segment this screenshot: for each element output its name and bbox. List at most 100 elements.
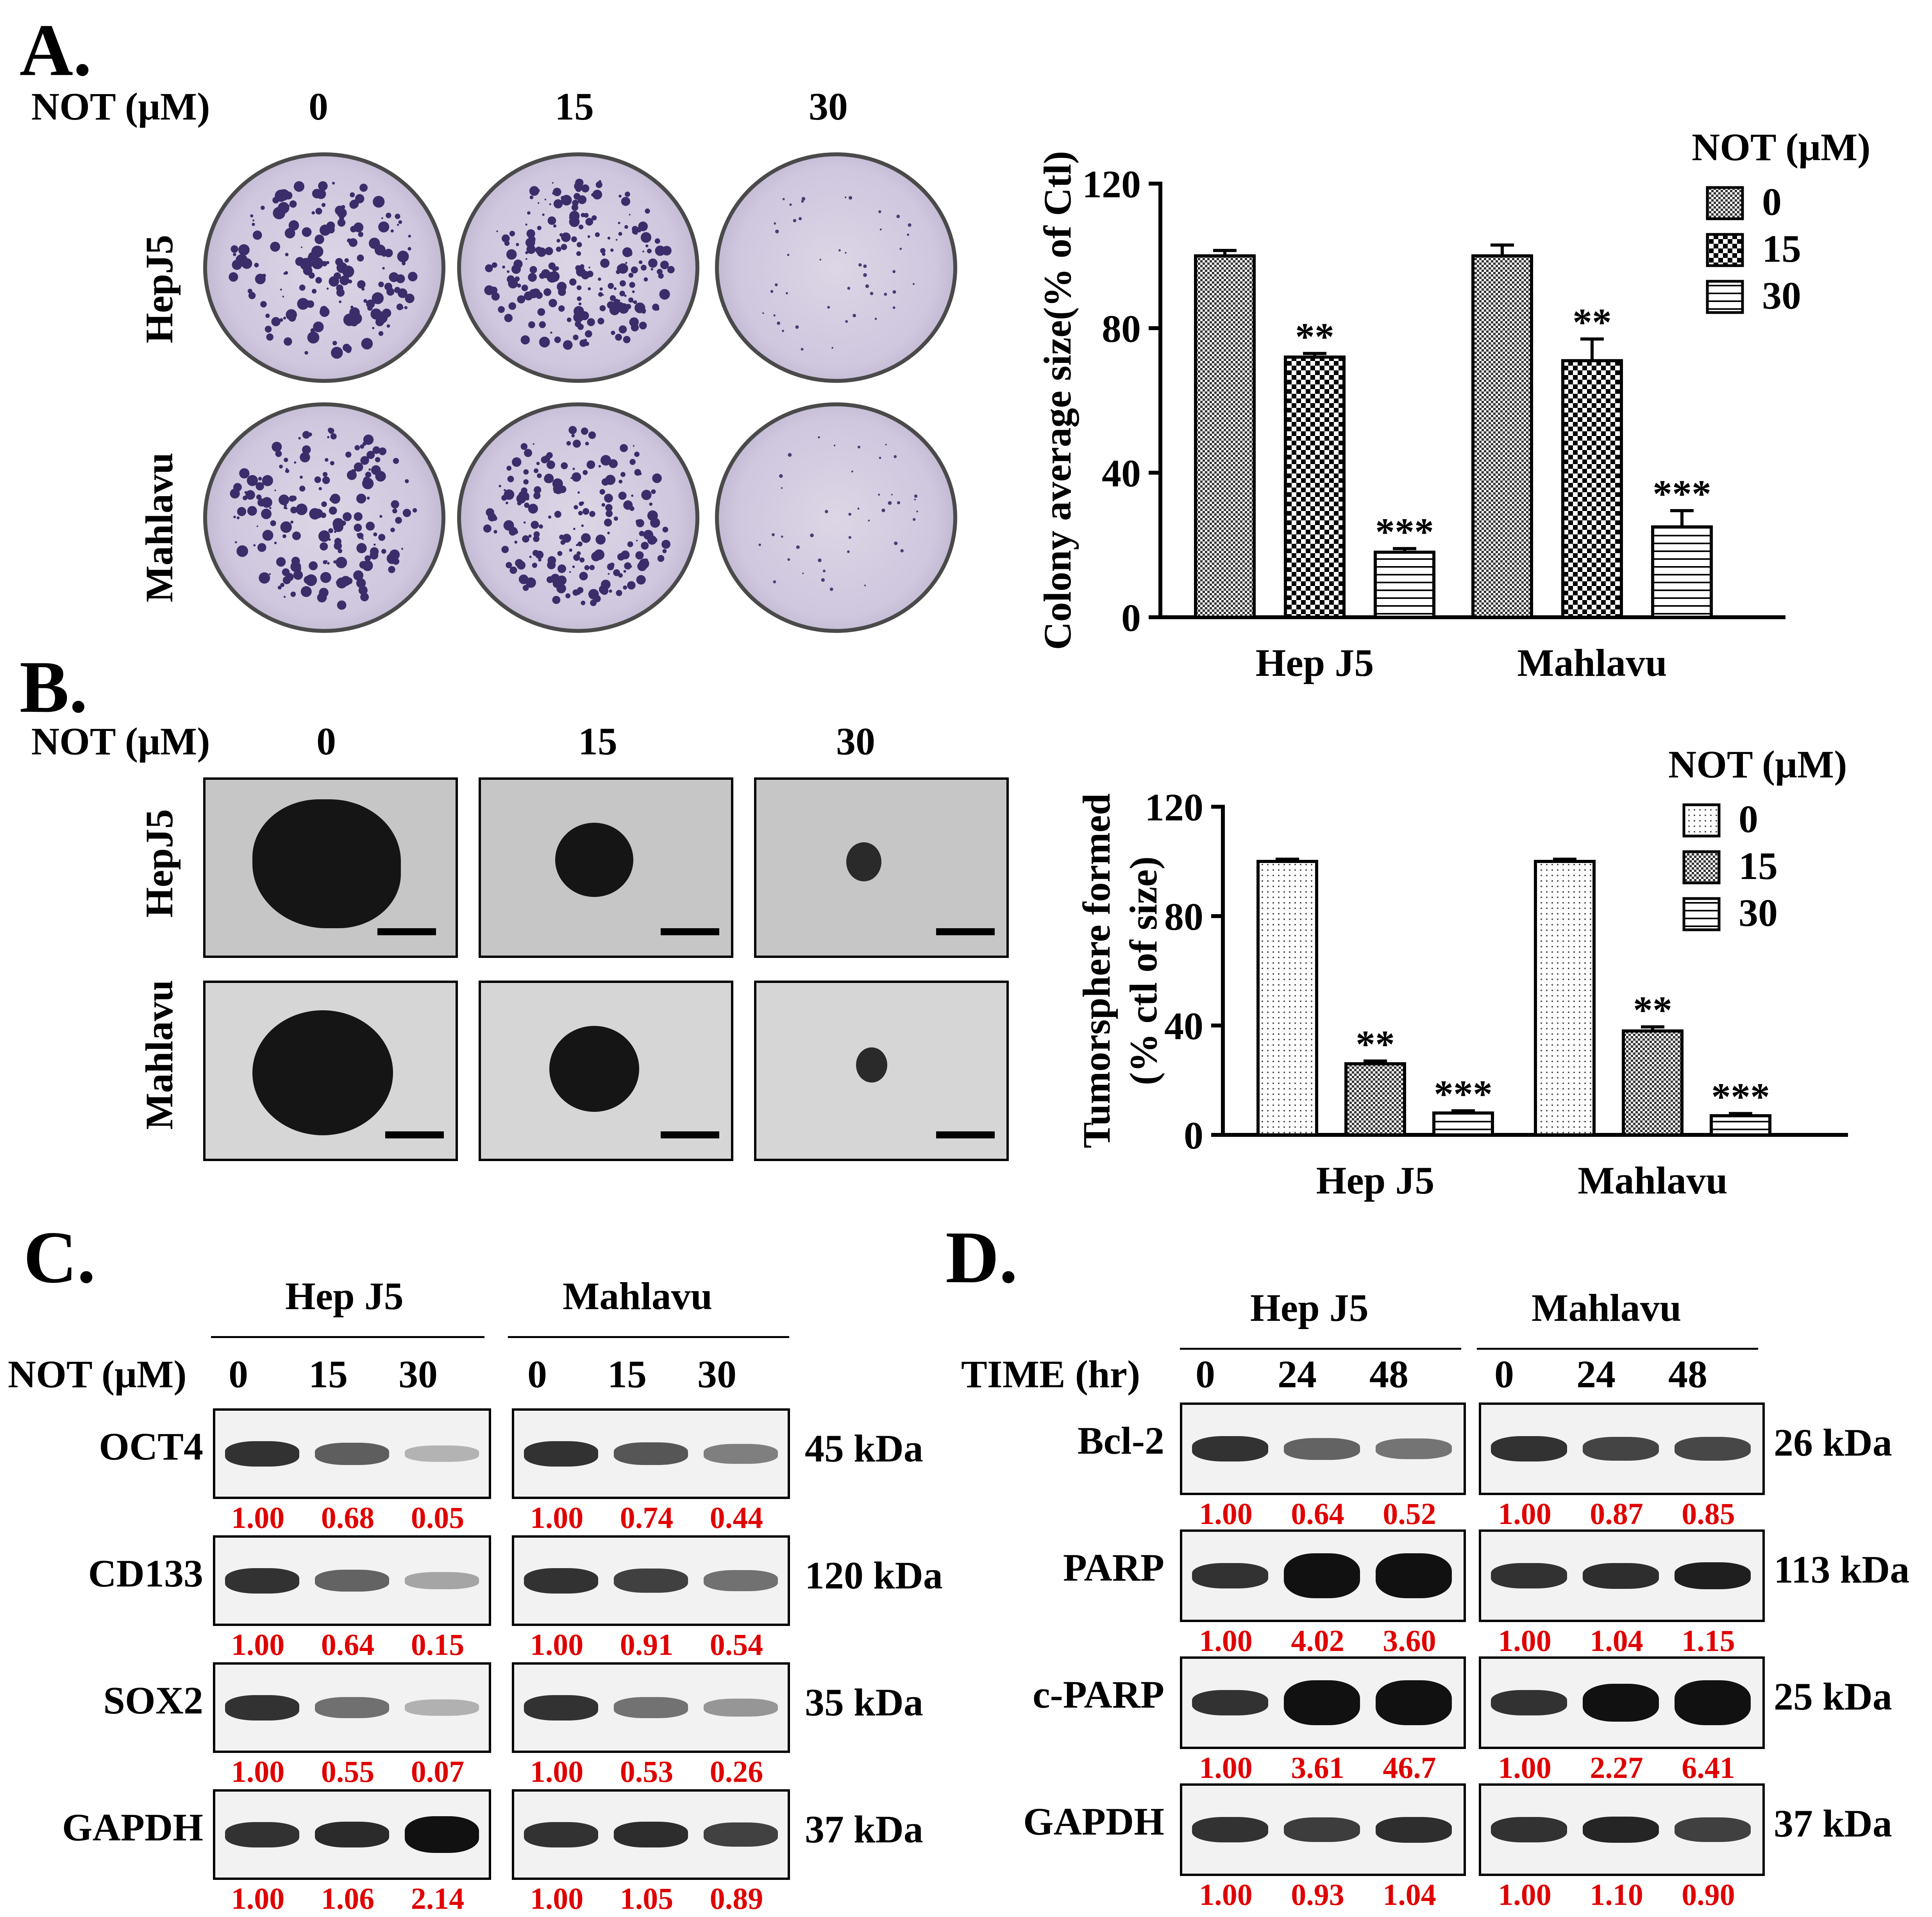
y-axis-label: Colony average size(% of Ctl) [1036, 151, 1079, 650]
band [1675, 1436, 1751, 1461]
panel_d-lane-header: 48 [1668, 1352, 1707, 1396]
panel_c-blot-hepj5-cd133 [213, 1535, 491, 1626]
panel_c-quant-value: 0.89 [710, 1881, 763, 1915]
panel_d-blot-hepj5-parp [1180, 1529, 1466, 1622]
legend-swatch [1682, 897, 1721, 931]
panel_d-kda-label: 113 kDa [1774, 1548, 1910, 1591]
band [614, 1697, 688, 1718]
sphere-mahlavu-30 [754, 981, 1009, 1161]
panel_d-quant-value: 1.00 [1199, 1878, 1253, 1912]
legend-swatch [1706, 280, 1744, 314]
panel-b-dose-30: 30 [836, 720, 875, 763]
panel-a-dose-30: 30 [809, 85, 848, 128]
band [704, 1698, 778, 1717]
y-axis-label: Tumorsphere formed(% ctl of size) [1075, 793, 1165, 1148]
panel_d-quant-value: 1.00 [1199, 1751, 1253, 1785]
bar-mahlavu-30 [1651, 525, 1713, 619]
y-tick-label: 120 [1082, 163, 1141, 206]
legend-label: 30 [1739, 891, 1778, 934]
band [1192, 1690, 1268, 1715]
band [704, 1822, 778, 1847]
panel_d-lane-header: 48 [1369, 1352, 1408, 1396]
colony-dish-mahlavu-0 [203, 402, 445, 633]
panel_d-blot-hepj5-gapdh [1180, 1783, 1466, 1876]
legend-swatch [1706, 233, 1744, 267]
significance-marker: ** [1356, 1022, 1395, 1066]
y-tick-label: 120 [1145, 786, 1203, 829]
panel_d-lane-header: 24 [1576, 1352, 1616, 1396]
band [225, 1441, 299, 1467]
colony-dish-hepj5-0 [203, 152, 445, 383]
band [1491, 1436, 1567, 1461]
legend-title: NOT (μM) [1692, 125, 1871, 169]
panel_c-lane-header: 30 [697, 1352, 736, 1396]
panel_c-quant-value: 0.91 [620, 1628, 674, 1662]
panel_d-quant-value: 3.61 [1291, 1751, 1344, 1785]
panel_d-quant-value: 0.90 [1682, 1878, 1735, 1912]
scale-bar [377, 928, 436, 935]
panel_d-lane-header: 0 [1196, 1352, 1215, 1396]
significance-marker: *** [1375, 510, 1434, 553]
y-tick-label: 0 [1184, 1114, 1203, 1157]
band [405, 1699, 479, 1716]
panel_c-protein-label: SOX2 [103, 1679, 203, 1722]
y-tick-label: 40 [1102, 452, 1141, 495]
panel_d-quant-value: 1.15 [1682, 1624, 1735, 1658]
legend-label: 0 [1762, 180, 1782, 223]
panel_c-kda-label: 45 kDa [805, 1427, 923, 1470]
band [1192, 1817, 1268, 1842]
y-tick-label: 0 [1121, 596, 1141, 640]
panel_d-protein-label: PARP [1063, 1546, 1164, 1589]
panel_d-blot-mahlavu-bcl-2 [1479, 1402, 1765, 1495]
legend-label: 15 [1762, 227, 1801, 270]
band [1491, 1817, 1567, 1842]
band [524, 1695, 598, 1720]
band [1192, 1563, 1268, 1588]
band [225, 1822, 299, 1847]
bar-hepj5-30 [1374, 550, 1435, 619]
panel-d-group-mahlavu: Mahlavu [1532, 1286, 1682, 1329]
panel_c-quant-value: 1.00 [530, 1628, 584, 1662]
x-category-label: Mahlavu [1578, 1159, 1727, 1202]
band [315, 1697, 389, 1718]
band [315, 1821, 389, 1848]
panel_d-quant-value: 1.00 [1199, 1624, 1253, 1658]
bar-mahlavu-15 [1622, 1029, 1684, 1136]
panel_c-blot-hepj5-oct4 [213, 1408, 491, 1499]
panel-b-dose-label: NOT (μM) [31, 720, 210, 763]
bar-hepj5-0 [1194, 254, 1256, 619]
panel_d-quant-value: 1.00 [1498, 1497, 1551, 1531]
sphere-hepj5-0 [203, 777, 458, 958]
band [1284, 1680, 1360, 1725]
panel_d-quant-value: 0.87 [1590, 1497, 1643, 1531]
sphere-hepj5-15 [479, 777, 733, 958]
bar-hepj5-15 [1284, 356, 1346, 619]
panel_c-quant-value: 0.07 [411, 1754, 465, 1788]
panel_d-blot-mahlavu-c-parp [1479, 1656, 1765, 1749]
panel_c-quant-value: 0.53 [620, 1754, 674, 1788]
band [315, 1570, 389, 1592]
panel_c-quant-value: 1.05 [620, 1881, 674, 1915]
panel_c-quant-value: 1.00 [530, 1501, 584, 1535]
panel-c-group-hepj5: Hep J5 [285, 1274, 404, 1318]
band [225, 1695, 299, 1720]
band [1376, 1680, 1452, 1725]
sphere-hepj5-30 [754, 777, 1009, 958]
panel-d-time-label: TIME (hr) [961, 1352, 1140, 1396]
band [405, 1816, 479, 1853]
panel_c-blot-mahlavu-oct4 [512, 1408, 790, 1499]
sphere-mahlavu-0 [203, 981, 458, 1161]
panel_d-blot-hepj5-bcl-2 [1180, 1402, 1466, 1495]
panel_c-quant-value: 0.26 [710, 1754, 763, 1788]
band [1583, 1816, 1659, 1843]
significance-marker: ** [1633, 988, 1672, 1032]
panel_c-blot-mahlavu-gapdh [512, 1789, 790, 1880]
colony-dots [229, 181, 418, 359]
panel_d-quant-value: 3.60 [1383, 1624, 1436, 1658]
panel_c-quant-value: 0.74 [620, 1501, 674, 1535]
band [1675, 1562, 1751, 1589]
panel_c-kda-label: 120 kDa [805, 1554, 943, 1597]
bar-hepj5-15 [1344, 1062, 1406, 1136]
panel_c-quant-value: 1.06 [321, 1881, 375, 1915]
